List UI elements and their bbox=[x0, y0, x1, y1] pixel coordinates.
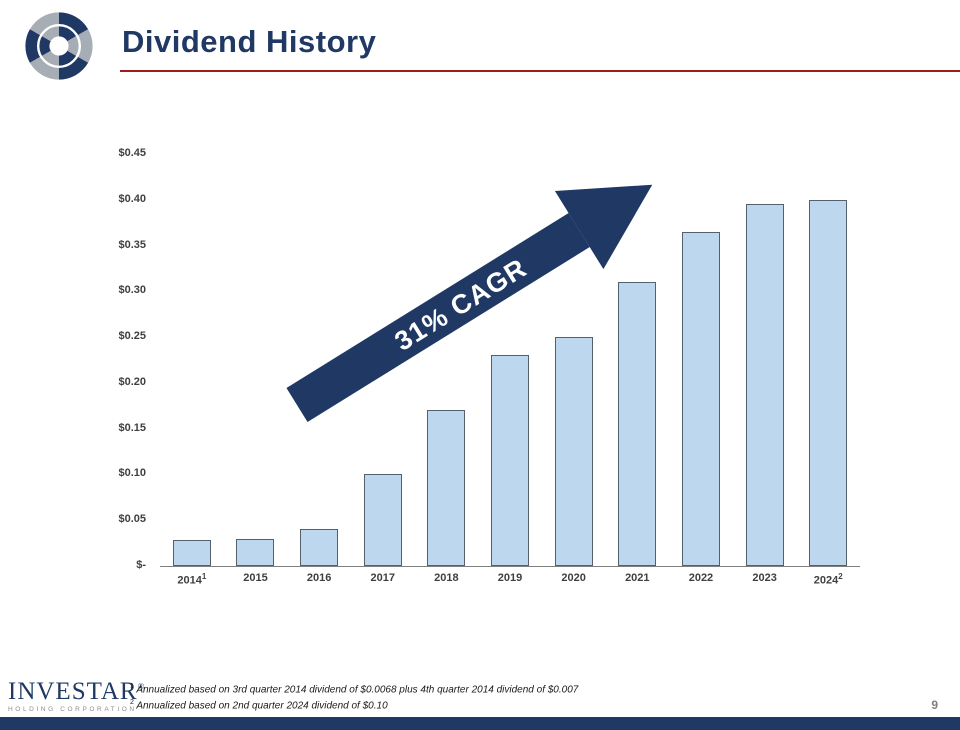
x-axis: 20141 2015 2016 2017 2018 2019 2020 2021 2022 202… bbox=[160, 572, 860, 587]
x-axis-label-2022: 2022 bbox=[669, 572, 733, 587]
y-axis-tick-label: $0.40 bbox=[118, 192, 146, 205]
registered-trademark-symbol: ® bbox=[137, 681, 146, 692]
dividend-history-chart: $0.45 $0.40 $0.35 $0.30 $0.25 $0.20 $0.15 $0.10… bbox=[100, 140, 870, 610]
y-axis-tick-label: $0.10 bbox=[118, 467, 146, 480]
y-axis-tick-label: $- bbox=[136, 559, 146, 571]
bar-2024 bbox=[809, 199, 848, 566]
footnote-2-marker: 2 bbox=[130, 698, 134, 706]
bar-2018 bbox=[427, 410, 466, 566]
footnote-2: 2 Annualized based on 2nd quarter 2024 d… bbox=[130, 698, 578, 713]
x-axis-label-2020: 2020 bbox=[542, 572, 606, 587]
footnote-2-text: Annualized based on 2nd quarter 2024 div… bbox=[136, 700, 388, 711]
year-label: 2021 bbox=[625, 572, 650, 584]
y-axis: $0.45 $0.40 $0.35 $0.30 $0.25 $0.20 $0.15 $0.10… bbox=[100, 147, 152, 571]
bar-2015 bbox=[236, 538, 275, 566]
bar-cell-2020 bbox=[542, 154, 606, 566]
bar-cell-2019 bbox=[478, 154, 542, 566]
investar-wordmark: INVESTAR® bbox=[8, 679, 145, 704]
footnotes: 1 Annualized based on 3rd quarter 2014 d… bbox=[130, 682, 578, 713]
x-axis-label-2021: 2021 bbox=[605, 572, 669, 587]
year-label: 2014 bbox=[177, 574, 202, 587]
slide-page-number: 9 bbox=[931, 698, 938, 712]
bar-cell-2016 bbox=[287, 154, 351, 566]
page-title: Dividend History bbox=[122, 24, 377, 59]
footnote-1-marker: 1 bbox=[130, 683, 134, 691]
footnote-marker: 2 bbox=[838, 572, 843, 581]
title-underline-rule bbox=[120, 70, 960, 72]
bar-cell-2021 bbox=[605, 154, 669, 566]
y-axis-tick-label: $0.25 bbox=[118, 330, 146, 343]
investar-wordmark-text: INVESTAR bbox=[8, 678, 138, 705]
bar-cell-2017 bbox=[351, 154, 415, 566]
bar-2022 bbox=[681, 231, 720, 566]
year-label: 2016 bbox=[306, 572, 332, 584]
y-axis-tick-label: $0.15 bbox=[118, 421, 146, 434]
bar-cell-2018 bbox=[415, 154, 479, 566]
year-label: 2020 bbox=[561, 572, 586, 584]
x-axis-label-2016: 2016 bbox=[287, 572, 351, 587]
x-axis-label-2019: 2019 bbox=[478, 572, 542, 587]
bar-cell-2022 bbox=[669, 154, 733, 566]
year-label: 2022 bbox=[688, 572, 714, 584]
y-axis-tick-label: $0.20 bbox=[118, 375, 146, 388]
bar-2023 bbox=[745, 204, 784, 566]
year-label: 2017 bbox=[370, 572, 395, 584]
bar-2020 bbox=[554, 337, 593, 566]
bar-2016 bbox=[300, 529, 339, 566]
bar-2019 bbox=[491, 355, 530, 566]
bar-series bbox=[160, 154, 860, 566]
holding-corporation-label: HOLDING CORPORATION bbox=[8, 706, 137, 713]
year-label: 2023 bbox=[752, 572, 777, 584]
year-label: 2024 bbox=[813, 574, 839, 587]
year-label: 2018 bbox=[434, 572, 459, 584]
year-label: 2015 bbox=[243, 572, 268, 584]
y-axis-tick-label: $0.35 bbox=[118, 238, 146, 251]
y-axis-tick-label: $0.45 bbox=[118, 147, 146, 159]
bar-2021 bbox=[618, 282, 657, 566]
year-label: 2019 bbox=[497, 572, 523, 584]
company-swirl-logo-icon bbox=[25, 12, 93, 80]
bar-cell-2023 bbox=[733, 154, 797, 566]
y-axis-tick-label: $0.30 bbox=[118, 284, 146, 297]
footnote-1: 1 Annualized based on 3rd quarter 2014 d… bbox=[130, 682, 578, 697]
bar-2017 bbox=[363, 474, 402, 566]
bar-cell-2014 bbox=[160, 154, 224, 566]
x-axis-label-2014: 20141 bbox=[160, 572, 224, 587]
y-axis-tick-label: $0.05 bbox=[118, 513, 146, 526]
footnote-1-text: Annualized based on 3rd quarter 2014 div… bbox=[136, 684, 579, 696]
x-axis-label-2023: 2023 bbox=[733, 572, 797, 587]
x-axis-label-2017: 2017 bbox=[351, 572, 415, 587]
investar-logo: INVESTAR® HOLDING CORPORATION bbox=[8, 679, 145, 713]
bar-cell-2015 bbox=[224, 154, 288, 566]
footnote-marker: 1 bbox=[201, 572, 207, 581]
plot-area: 31% CAGR bbox=[160, 154, 860, 567]
x-axis-label-2015: 2015 bbox=[224, 572, 288, 587]
x-axis-label-2024: 20242 bbox=[796, 572, 860, 587]
x-axis-label-2018: 2018 bbox=[415, 572, 479, 587]
footer-navy-band bbox=[0, 717, 960, 730]
bar-2014 bbox=[172, 540, 211, 566]
bar-cell-2024 bbox=[796, 154, 860, 566]
